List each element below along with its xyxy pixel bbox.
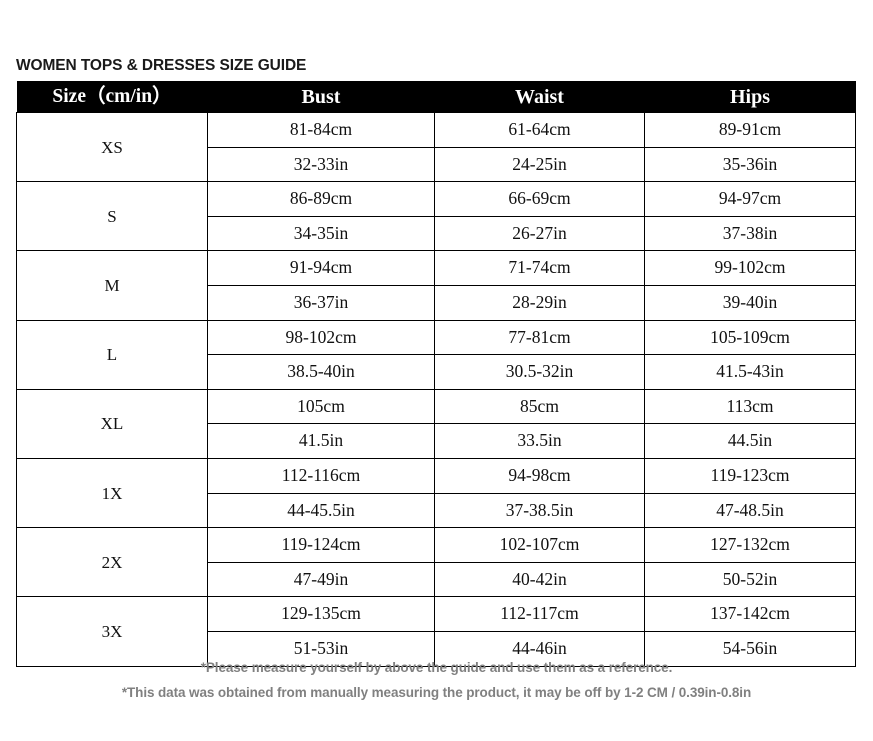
table-row: S 86-89cm 66-69cm 94-97cm — [16, 181, 856, 252]
hips-in-cell: 39-40in — [644, 284, 856, 321]
hips-in-cell: 35-36in — [644, 146, 856, 183]
waist-cm-cell: 66-69cm — [434, 181, 645, 217]
table-row: M 91-94cm 71-74cm 99-102cm — [16, 250, 856, 321]
hips-in-cell: 47-48.5in — [644, 492, 856, 529]
hips-cm-cell: 127-132cm — [644, 527, 856, 563]
hips-in-cell: 44.5in — [644, 423, 856, 459]
hips-in-cell: 50-52in — [644, 561, 856, 598]
column-header-bust: Bust — [207, 81, 435, 113]
bust-in-cell: 51-53in — [207, 630, 435, 667]
waist-cm-cell: 112-117cm — [434, 596, 645, 632]
footnote-measure: *Please measure yourself by above the gu… — [200, 660, 673, 675]
size-label-cell: S — [16, 181, 208, 252]
bust-in-cell: 41.5in — [207, 423, 435, 459]
column-header-waist: Waist — [434, 81, 645, 113]
bust-cm-cell: 98-102cm — [207, 319, 435, 356]
hips-cm-cell: 89-91cm — [644, 112, 856, 148]
bust-cm-cell: 105cm — [207, 388, 435, 425]
waist-in-cell: 37-38.5in — [434, 492, 645, 529]
size-guide-table: Size（cm/in） Bust Waist Hips XS 81-84cm 6… — [16, 81, 856, 667]
waist-in-cell: 40-42in — [434, 561, 645, 598]
bust-in-cell: 36-37in — [207, 284, 435, 321]
table-row: 38.5-40in 30.5-32in 41.5-43in — [17, 354, 856, 390]
bust-cm-cell: 86-89cm — [207, 181, 435, 217]
size-label-cell: XL — [16, 388, 208, 459]
waist-cm-cell: 71-74cm — [434, 250, 645, 286]
waist-cm-cell: 94-98cm — [434, 457, 645, 494]
bust-cm-cell: 129-135cm — [207, 596, 435, 632]
waist-in-cell: 44-46in — [434, 630, 645, 667]
waist-in-cell: 33.5in — [434, 423, 645, 459]
hips-in-cell: 37-38in — [644, 215, 856, 252]
size-label-cell: M — [16, 250, 208, 321]
bust-in-cell: 38.5-40in — [207, 354, 435, 390]
bust-cm-cell: 119-124cm — [207, 527, 435, 563]
column-header-hips: Hips — [644, 81, 856, 113]
table-header-row: Size（cm/in） Bust Waist Hips — [16, 81, 856, 113]
hips-cm-cell: 119-123cm — [644, 457, 856, 494]
hips-cm-cell: 113cm — [644, 388, 856, 425]
table-row: 41.5in 33.5in 44.5in — [17, 423, 856, 459]
hips-cm-cell: 99-102cm — [644, 250, 856, 286]
waist-cm-cell: 61-64cm — [434, 112, 645, 148]
table-row: L 98-102cm 77-81cm 105-109cm — [16, 319, 856, 390]
waist-cm-cell: 77-81cm — [434, 319, 645, 356]
size-label-cell: 1X — [16, 457, 208, 529]
bust-cm-cell: 112-116cm — [207, 457, 435, 494]
waist-in-cell: 24-25in — [434, 146, 645, 183]
waist-in-cell: 30.5-32in — [434, 354, 645, 390]
hips-cm-cell: 105-109cm — [644, 319, 856, 356]
table-row: 32-33in 24-25in 35-36in — [17, 146, 856, 183]
column-header-size: Size（cm/in） — [16, 81, 208, 113]
hips-in-cell: 41.5-43in — [644, 354, 856, 390]
bust-cm-cell: 91-94cm — [207, 250, 435, 286]
waist-in-cell: 28-29in — [434, 284, 645, 321]
table-row: 34-35in 26-27in 37-38in — [17, 215, 856, 252]
footnote-tolerance: *This data was obtained from manually me… — [121, 685, 752, 700]
size-label-cell: 2X — [16, 527, 208, 598]
hips-in-cell: 54-56in — [644, 630, 856, 667]
waist-in-cell: 26-27in — [434, 215, 645, 252]
hips-cm-cell: 137-142cm — [644, 596, 856, 632]
bust-in-cell: 44-45.5in — [207, 492, 435, 529]
hips-cm-cell: 94-97cm — [644, 181, 856, 217]
table-row: 1X 112-116cm 94-98cm 119-123cm — [16, 457, 856, 529]
bust-cm-cell: 81-84cm — [207, 112, 435, 148]
table-row: XL 105cm 85cm 113cm — [16, 388, 856, 459]
table-row: 2X 119-124cm 102-107cm 127-132cm — [16, 527, 856, 598]
bust-in-cell: 47-49in — [207, 561, 435, 598]
waist-cm-cell: 85cm — [434, 388, 645, 425]
table-row: 3X 129-135cm 112-117cm 137-142cm — [16, 596, 856, 667]
table-header: Size（cm/in） Bust Waist Hips — [16, 81, 856, 113]
table-row: 36-37in 28-29in 39-40in — [17, 284, 856, 321]
table-row: 47-49in 40-42in 50-52in — [17, 561, 856, 598]
table-row: 51-53in 44-46in 54-56in — [17, 630, 856, 667]
size-label-cell: 3X — [16, 596, 208, 667]
bust-in-cell: 32-33in — [207, 146, 435, 183]
bust-in-cell: 34-35in — [207, 215, 435, 252]
table-row: 44-45.5in 37-38.5in 47-48.5in — [17, 492, 856, 529]
size-label-cell: XS — [16, 111, 208, 183]
table-body: XS 81-84cm 61-64cm 89-91cm 32-33in 24-25… — [16, 111, 856, 667]
footnotes: *Please measure yourself by above the gu… — [0, 655, 873, 705]
size-label-cell: L — [16, 319, 208, 390]
page-title: WOMEN TOPS & DRESSES SIZE GUIDE — [16, 57, 307, 74]
table-row: XS 81-84cm 61-64cm 89-91cm — [16, 111, 856, 183]
waist-cm-cell: 102-107cm — [434, 527, 645, 563]
